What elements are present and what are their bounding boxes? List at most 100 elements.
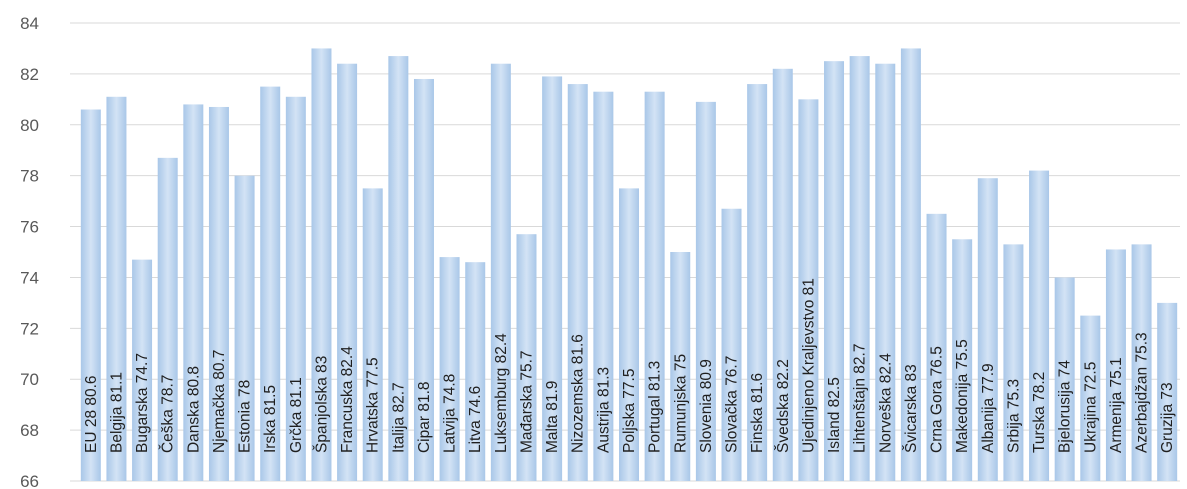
bar	[1157, 302, 1178, 481]
bar	[900, 48, 921, 481]
bar	[721, 208, 742, 481]
bar-data-label: Island 82.5	[826, 377, 843, 453]
bar	[977, 178, 998, 481]
bar-data-label: EU 28 80.6	[83, 375, 100, 453]
y-tick-label: 78	[20, 167, 39, 186]
bars	[80, 48, 1178, 482]
bar	[1131, 244, 1152, 481]
bar	[567, 84, 588, 482]
bar	[183, 104, 204, 481]
bar	[388, 56, 409, 481]
bar-data-label: Albanija 77.9	[980, 363, 997, 453]
y-tick-label: 76	[20, 218, 39, 237]
bar-data-label: Gruzija 73	[1159, 382, 1176, 453]
bar-data-label: Slovačka 76.7	[724, 356, 741, 453]
bar-data-label: Crna Gora 76.5	[929, 346, 946, 453]
bar-data-labels: EU 28 80.6 Belgija 81.1 Bugarska 74.7 Češka…	[83, 278, 1176, 453]
bar-data-label: Cipar 81.8	[416, 381, 433, 453]
bar	[1054, 277, 1075, 481]
y-tick-label: 68	[20, 421, 39, 440]
bar	[157, 157, 178, 481]
bar	[1080, 315, 1101, 481]
bar-data-label: Litva 74.6	[467, 386, 484, 453]
y-tick-label: 72	[20, 319, 39, 338]
bar-data-label: Irska 81.5	[262, 385, 279, 453]
bar-data-label: Belgija 81.1	[108, 372, 125, 453]
bar-data-label: Srbija 75.3	[1005, 379, 1022, 453]
bar	[208, 106, 229, 481]
bar-data-label: Bugarska 74.7	[134, 353, 151, 453]
bar	[80, 109, 101, 481]
y-tick-label: 82	[20, 65, 39, 84]
y-tick-label: 74	[20, 268, 39, 287]
bar-data-label: Slovenia 80.9	[698, 359, 715, 453]
bar	[439, 257, 460, 481]
y-tick-label: 80	[20, 116, 39, 135]
bar-data-label: Ujedinjeno Kraljevstvo 81	[800, 278, 817, 453]
bar	[516, 234, 537, 481]
bar-data-label: Makedonija 75.5	[954, 339, 971, 453]
bar-data-label: Danska 80.8	[185, 366, 202, 453]
y-tick-label: 70	[20, 370, 39, 389]
bar	[337, 63, 358, 481]
bar-data-label: Mađarska 75.7	[518, 350, 535, 453]
bar	[670, 252, 691, 481]
bar	[490, 63, 511, 481]
bar-data-label: Poljska 77.5	[621, 369, 638, 453]
bar	[824, 61, 845, 482]
bar-data-label: Armenija 75.1	[1108, 357, 1125, 453]
bar-data-label: Portugal 81.3	[647, 361, 664, 453]
bar	[695, 101, 716, 481]
bar-data-label: Hrvatska 77.5	[365, 357, 382, 453]
bar-data-label: Luksemburg 82.4	[493, 333, 510, 453]
bar-data-label: Njemačka 80.7	[211, 350, 228, 453]
bar	[311, 48, 332, 481]
bar-data-label: Azerbajdžan 75.3	[1134, 332, 1151, 453]
y-axis-tick-labels: 66 68 70 72 74 76 78 80 82 84	[20, 14, 39, 489]
bar	[234, 175, 255, 481]
bar	[926, 213, 947, 482]
y-tick-label: 66	[20, 472, 39, 489]
bar-data-label: Turska 78.2	[1031, 372, 1048, 453]
bar-data-label: Estonia 78	[237, 380, 254, 453]
bar	[747, 84, 768, 482]
bar	[849, 56, 870, 481]
bar	[362, 188, 383, 481]
bar	[260, 86, 281, 481]
bar-data-label: Austrija 81.3	[595, 367, 612, 453]
bar	[772, 68, 793, 482]
bar-data-label: Švedska 82.2	[775, 359, 792, 453]
y-tick-label: 84	[20, 14, 39, 33]
bar-data-label: Norveška 82.4	[877, 353, 894, 453]
bar-data-label: Češka 78.7	[160, 375, 177, 453]
bar	[875, 63, 896, 481]
bar	[952, 239, 973, 481]
bar	[465, 262, 486, 481]
bar-data-label: Nizozemska 81.6	[570, 334, 587, 453]
bar-data-label: Švicarska 83	[903, 364, 920, 453]
bar-data-label: Malta 81.9	[544, 381, 561, 453]
bar-data-label: Grčka 81.1	[288, 377, 305, 453]
bar-data-label: Španjolska 83	[313, 356, 330, 453]
bar	[798, 99, 819, 481]
bar-data-label: Francuska 82.4	[339, 346, 356, 453]
bar	[1003, 244, 1024, 481]
bar	[285, 96, 306, 482]
bar-data-label: Ukrajina 72.5	[1082, 362, 1099, 453]
bar-data-label: Lihtenštajn 82.7	[852, 344, 869, 453]
bar	[132, 259, 153, 481]
bar	[593, 91, 614, 481]
bar-data-label: Latvija 74.8	[442, 374, 459, 453]
bar	[106, 96, 127, 482]
bar	[1029, 170, 1050, 482]
bar	[413, 78, 434, 481]
bar	[542, 76, 563, 481]
bar	[619, 188, 639, 481]
bar	[644, 91, 665, 481]
bar-data-label: Bjelorusija 74	[1057, 360, 1074, 453]
bar	[1105, 249, 1126, 481]
bar-data-label: Italija 82.7	[390, 382, 407, 453]
bar-data-label: Rumunjska 75	[672, 354, 689, 453]
bar-data-label: Finska 81.6	[749, 373, 766, 453]
